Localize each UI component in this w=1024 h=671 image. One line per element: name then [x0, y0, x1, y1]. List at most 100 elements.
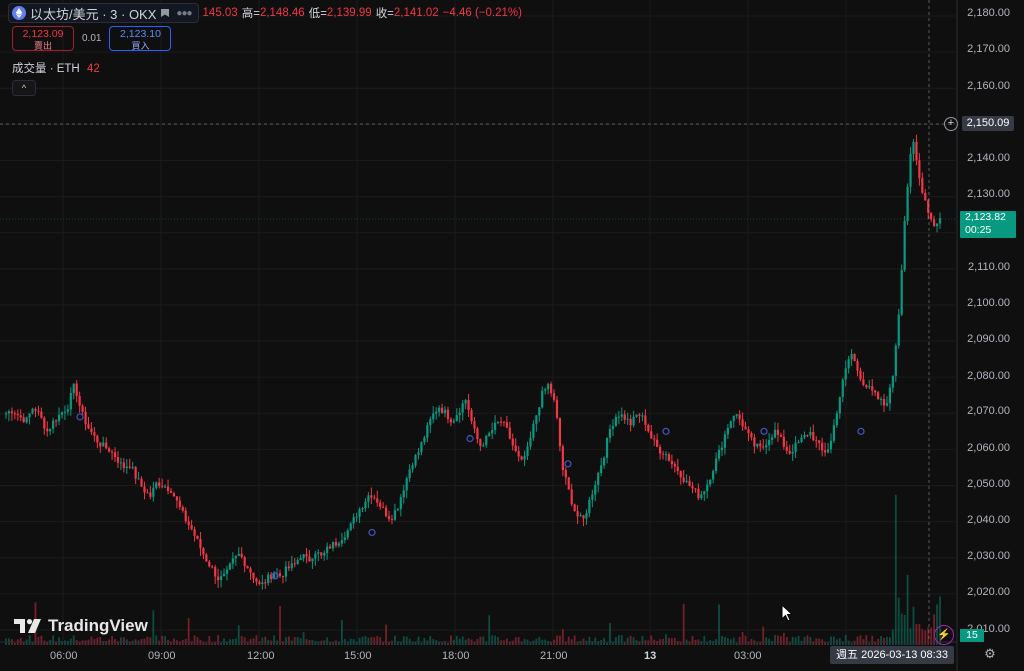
volume-bar	[128, 642, 131, 645]
volume-bar	[355, 642, 358, 645]
candle-body	[90, 428, 93, 433]
price-tick-label: 2,140.00	[967, 152, 1010, 164]
settings-gear-icon[interactable]: ⚙	[984, 646, 996, 661]
buy-button[interactable]: 2,123.10 買入	[109, 26, 172, 51]
volume-bar	[647, 640, 650, 645]
volume-bar	[217, 635, 220, 645]
candle-body	[146, 492, 149, 494]
volume-bar	[779, 636, 782, 645]
time-tick-label: 18:00	[442, 650, 470, 662]
volume-bar	[158, 640, 161, 645]
candle-body	[187, 521, 190, 526]
candle-body	[113, 452, 117, 458]
candle-body	[526, 446, 529, 457]
volume-bar	[417, 636, 420, 645]
candle-body	[794, 442, 797, 452]
candle-body	[108, 448, 111, 452]
candle-body	[499, 421, 503, 423]
symbol-box[interactable]: 以太坊/美元 · 3 · OKX ●●●	[8, 3, 199, 23]
candle-body	[611, 425, 615, 430]
volume-bar	[762, 626, 765, 645]
volume-legend[interactable]: 成交量 · ETH 42	[12, 60, 100, 76]
candle-body	[829, 440, 833, 450]
candle-body	[137, 478, 140, 480]
candle-body	[25, 417, 28, 423]
candle-body	[408, 469, 411, 479]
volume-bar	[270, 640, 273, 645]
candle-body	[364, 501, 367, 509]
candle-body	[435, 411, 438, 414]
volume-bar	[847, 640, 850, 645]
volume-badge: 15	[960, 629, 984, 642]
volume-bar	[202, 642, 205, 645]
candle-body	[900, 269, 903, 315]
candle-body	[222, 573, 226, 577]
candle-body	[838, 397, 841, 414]
tradingview-mark-icon	[14, 619, 41, 633]
candle-body	[567, 477, 570, 490]
symbol-name[interactable]: 以太坊/美元 · 3 · OKX	[30, 6, 157, 22]
candle-body	[467, 400, 470, 411]
candle-body	[552, 393, 556, 400]
volume-bar	[859, 635, 862, 645]
candle-body	[924, 192, 927, 201]
volume-bar	[791, 636, 794, 645]
price-tick-label: 2,160.00	[967, 80, 1010, 92]
flag-icon[interactable]	[160, 8, 170, 18]
volume-bar	[335, 640, 337, 645]
candle-body	[152, 487, 155, 497]
collapse-legend-button[interactable]: ^	[12, 80, 36, 96]
candle-body	[717, 449, 721, 459]
candle-body	[933, 219, 936, 226]
candle-body	[909, 153, 912, 187]
candle-body	[541, 390, 544, 408]
add-alert-plus-icon[interactable]: +	[944, 117, 958, 131]
volume-bar	[520, 641, 523, 645]
volume-bar	[170, 641, 172, 645]
volume-bar	[438, 642, 441, 645]
candle-body	[178, 500, 181, 507]
volume-bar	[146, 636, 149, 645]
sell-button[interactable]: 2,123.09 賣出	[12, 26, 74, 51]
candle-body	[661, 453, 665, 455]
lightning-icon[interactable]: ⚡	[934, 625, 954, 645]
event-marker	[564, 460, 572, 468]
candle-body	[60, 412, 64, 415]
candle-body	[370, 495, 373, 498]
volume-bar	[827, 642, 829, 645]
volume-bar	[620, 635, 623, 645]
candle-body	[877, 392, 880, 400]
volume-bar	[609, 623, 611, 645]
volume-bar	[886, 636, 888, 645]
volume-bar	[912, 606, 915, 645]
candle-body	[423, 437, 426, 443]
candle-body	[393, 510, 397, 520]
candle-body	[653, 438, 656, 440]
candle-body	[585, 513, 588, 519]
volume-bar	[385, 624, 387, 645]
candle-body	[809, 432, 812, 436]
price-tick-label: 2,060.00	[967, 442, 1010, 454]
event-marker	[271, 572, 279, 580]
volume-bar	[276, 640, 278, 645]
candle-body	[685, 480, 688, 482]
tradingview-logo[interactable]: TradingView	[14, 616, 148, 636]
candle-body	[505, 422, 508, 428]
volume-bar	[340, 620, 343, 645]
candle-body	[673, 464, 676, 467]
candle-body	[712, 471, 715, 480]
volume-bar	[43, 640, 46, 645]
volume-bar	[794, 637, 797, 645]
volume-bar	[576, 642, 579, 645]
event-marker	[857, 427, 865, 436]
volume-bar	[514, 637, 517, 645]
candle-body	[582, 515, 585, 519]
volume-bar	[52, 635, 55, 645]
more-dots-icon[interactable]: ●●●	[176, 7, 192, 19]
candle-body	[308, 556, 311, 562]
volume-bar	[732, 637, 735, 645]
candle-body	[879, 398, 883, 400]
candle-body	[888, 387, 892, 404]
candle-body	[202, 548, 205, 555]
